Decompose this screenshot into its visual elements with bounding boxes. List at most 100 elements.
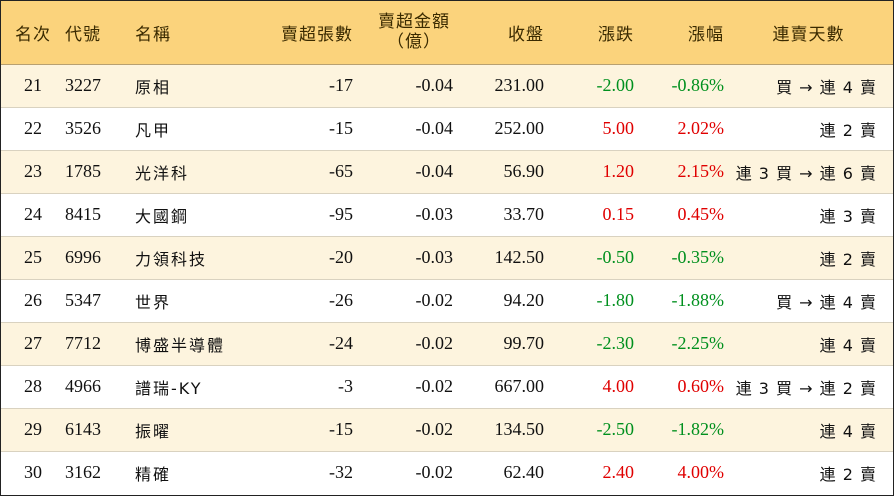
- cell-sell-lots: -15: [247, 107, 353, 151]
- cell-streak: 買 → 連 4 賣: [724, 279, 893, 323]
- header-sell-lots: 賣超張數: [247, 1, 353, 65]
- cell-close: 142.50: [453, 236, 544, 280]
- cell-close: 99.70: [453, 322, 544, 366]
- cell-sell-amount: -0.02: [353, 322, 453, 366]
- cell-code: 7712: [65, 322, 135, 366]
- header-pct: 漲幅: [634, 1, 724, 65]
- cell-rank: 27: [1, 322, 65, 366]
- cell-close: 134.50: [453, 408, 544, 452]
- cell-change: -2.50: [544, 408, 634, 452]
- cell-close: 56.90: [453, 150, 544, 194]
- cell-pct: 2.15%: [634, 150, 724, 194]
- table-row: 28 4966 譜瑞-KY -3 -0.02 667.00 4.00 0.60% 連 3 買 →…: [1, 365, 893, 409]
- cell-change: -0.50: [544, 236, 634, 280]
- cell-close: 667.00: [453, 365, 544, 409]
- cell-rank: 23: [1, 150, 65, 194]
- cell-pct: 0.60%: [634, 365, 724, 409]
- cell-code: 6143: [65, 408, 135, 452]
- cell-sell-lots: -65: [247, 150, 353, 194]
- cell-rank: 26: [1, 279, 65, 323]
- cell-sell-amount: -0.04: [353, 107, 453, 151]
- cell-pct: -0.86%: [634, 64, 724, 108]
- cell-change: 2.40: [602, 462, 635, 483]
- cell-change: 0.15: [544, 193, 634, 237]
- cell-close: 94.20: [453, 279, 544, 323]
- header-sell-amount-line1: 賣超金額: [378, 12, 450, 33]
- cell-change: 4.00: [544, 365, 634, 409]
- cell-streak: 連 3 買 → 連 6 賣: [724, 150, 893, 194]
- header-change: 漲跌: [544, 1, 634, 65]
- cell-name: 光洋科: [135, 150, 247, 194]
- cell-rank: 30: [24, 462, 42, 483]
- cell-rank: 24: [1, 193, 65, 237]
- header-sell-amount: 賣超金額 （億）: [353, 1, 453, 65]
- header-close: 收盤: [453, 1, 544, 65]
- cell-close: 33.70: [453, 193, 544, 237]
- cell-change: 5.00: [544, 107, 634, 151]
- cell-pct: 0.45%: [634, 193, 724, 237]
- header-sell-amount-line2: （億）: [387, 32, 441, 53]
- cell-name: 譜瑞-KY: [135, 365, 247, 409]
- cell-change: -1.80: [544, 279, 634, 323]
- cell-streak: 連 2 賣: [819, 464, 877, 484]
- cell-close: 231.00: [453, 64, 544, 108]
- cell-pct: -0.35%: [634, 236, 724, 280]
- cell-pct: -1.82%: [634, 408, 724, 452]
- cell-pct: -2.25%: [634, 322, 724, 366]
- cell-code: 3526: [65, 107, 135, 151]
- cell-rank: 25: [1, 236, 65, 280]
- cell-streak: 連 2 賣: [724, 236, 893, 280]
- cell-sell-lots: -17: [247, 64, 353, 108]
- cell-sell-amount: -0.02: [353, 279, 453, 323]
- cell-name: 力領科技: [135, 236, 247, 280]
- cell-sell-lots: -95: [247, 193, 353, 237]
- table-row: 22 3526 凡甲 -15 -0.04 252.00 5.00 2.02% 連 2 賣: [1, 107, 893, 151]
- cell-name: 大國鋼: [135, 193, 247, 237]
- table-header-row: 名次 代號 名稱 賣超張數 賣超金額 （億） 收盤 漲跌 漲幅 連賣天數: [1, 1, 893, 65]
- cell-rank: 21: [1, 64, 65, 108]
- cell-rank: 28: [1, 365, 65, 409]
- cell-close: 62.40: [503, 462, 545, 483]
- cell-name: 振曜: [135, 408, 247, 452]
- cell-pct: 2.02%: [634, 107, 724, 151]
- table-body: 21 3227 原相 -17 -0.04 231.00 -2.00 -0.86% 買 → 連 4…: [1, 64, 893, 494]
- table-row: 27 7712 博盛半導體 -24 -0.02 99.70 -2.30 -2.25% 連 4 賣: [1, 322, 893, 366]
- cell-sell-amount: -0.02: [353, 365, 453, 409]
- cell-code: 8415: [65, 193, 135, 237]
- cell-streak: 買 → 連 4 賣: [724, 64, 893, 108]
- cell-name: 精確: [135, 464, 172, 484]
- cell-pct: -1.88%: [634, 279, 724, 323]
- cell-sell-lots: -3: [247, 365, 353, 409]
- cell-code: 3162: [65, 462, 101, 483]
- cell-rank: 29: [1, 408, 65, 452]
- cell-pct: 4.00%: [677, 462, 725, 483]
- cell-streak: 連 3 賣: [724, 193, 893, 237]
- cell-streak: 連 3 買 → 連 2 賣: [724, 365, 893, 409]
- cell-sell-lots: -26: [247, 279, 353, 323]
- cell-sell-lots: -24: [247, 322, 353, 366]
- table-row: 21 3227 原相 -17 -0.04 231.00 -2.00 -0.86% 買 → 連 4…: [1, 64, 893, 108]
- cell-streak: 連 2 賣: [724, 107, 893, 151]
- cell-streak: 連 4 賣: [724, 322, 893, 366]
- header-code: 代號: [65, 1, 135, 65]
- cell-close: 252.00: [453, 107, 544, 151]
- cell-sell-lots: -32: [329, 462, 353, 483]
- cell-name: 世界: [135, 279, 247, 323]
- cell-sell-amount: -0.02: [353, 408, 453, 452]
- table-row: 25 6996 力領科技 -20 -0.03 142.50 -0.50 -0.35% 連 2 賣: [1, 236, 893, 280]
- table-row: 23 1785 光洋科 -65 -0.04 56.90 1.20 2.15% 連 3 買 → 連…: [1, 150, 893, 194]
- cell-sell-amount: -0.03: [353, 236, 453, 280]
- header-name: 名稱: [135, 1, 247, 65]
- header-streak: 連賣天數: [724, 1, 893, 65]
- cell-code: 1785: [65, 150, 135, 194]
- header-rank: 名次: [1, 1, 65, 65]
- cell-sell-lots: -20: [247, 236, 353, 280]
- table-row: 29 6143 振曜 -15 -0.02 134.50 -2.50 -1.82% 連 4 賣: [1, 408, 893, 452]
- cell-change: -2.30: [544, 322, 634, 366]
- table-row: 24 8415 大國鋼 -95 -0.03 33.70 0.15 0.45% 連 3 賣: [1, 193, 893, 237]
- cell-streak: 連 4 賣: [724, 408, 893, 452]
- cell-sell-amount: -0.04: [353, 150, 453, 194]
- cell-name: 原相: [135, 64, 247, 108]
- cell-code: 3227: [65, 64, 135, 108]
